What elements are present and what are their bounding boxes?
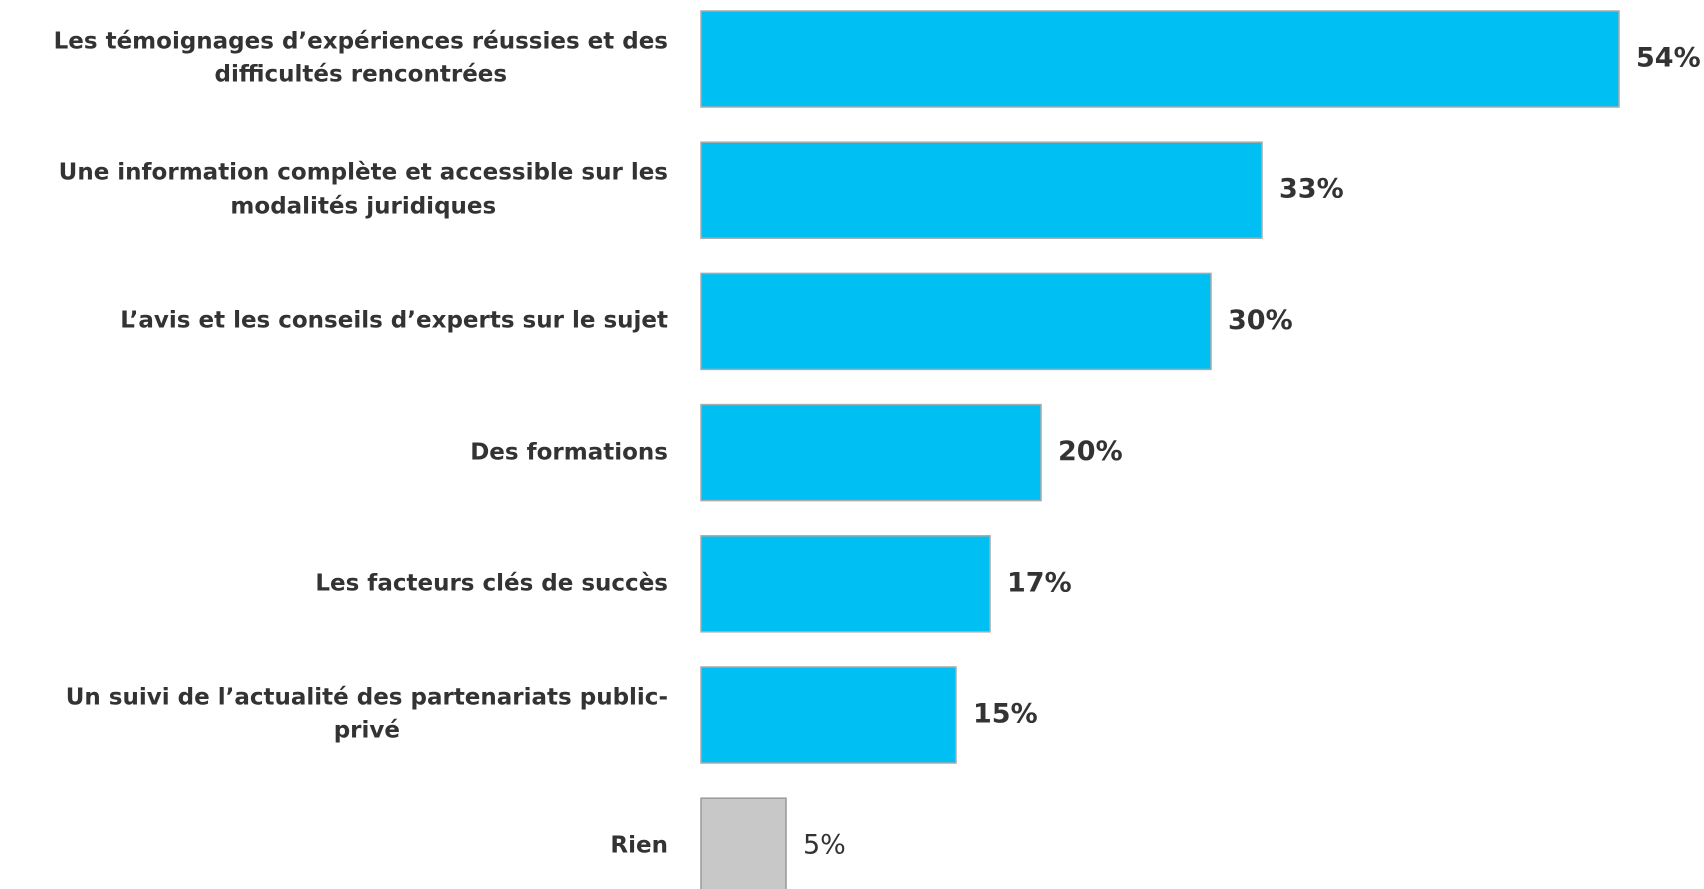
- category-text: Une information complète et accessible s…: [58, 159, 668, 220]
- category-label: Une information complète et accessible s…: [0, 157, 668, 224]
- value-label: 54%: [1636, 43, 1701, 74]
- category-text: Les témoignages d’expériences réussies e…: [53, 28, 668, 88]
- bar: [700, 666, 957, 764]
- category-text: Rien: [610, 832, 668, 859]
- bar: [700, 10, 1620, 108]
- value-label: 33%: [1279, 174, 1344, 205]
- bar: [700, 141, 1263, 239]
- bar: [700, 535, 991, 633]
- category-label: Les témoignages d’expériences réussies e…: [0, 26, 668, 93]
- category-label: Rien: [0, 830, 668, 863]
- category-text: Des formations: [470, 438, 668, 465]
- value-label: 5%: [803, 830, 846, 861]
- bar: [700, 272, 1212, 371]
- category-text: L’avis et les conseils d’experts sur le …: [120, 307, 668, 334]
- bar: [700, 403, 1042, 502]
- category-label: Les facteurs clés de succès: [0, 567, 668, 600]
- value-label: 15%: [973, 699, 1038, 730]
- category-text: Un suivi de l’actualité des partenariats…: [65, 684, 668, 744]
- category-label: Des formations: [0, 436, 668, 469]
- value-label: 17%: [1007, 567, 1072, 598]
- value-label: 20%: [1058, 436, 1123, 467]
- bar: [700, 797, 787, 889]
- category-text: Les facteurs clés de succès: [315, 570, 668, 597]
- category-label: Un suivi de l’actualité des partenariats…: [0, 682, 668, 749]
- value-label: 30%: [1228, 305, 1293, 336]
- category-label: L’avis et les conseils d’experts sur le …: [0, 305, 668, 338]
